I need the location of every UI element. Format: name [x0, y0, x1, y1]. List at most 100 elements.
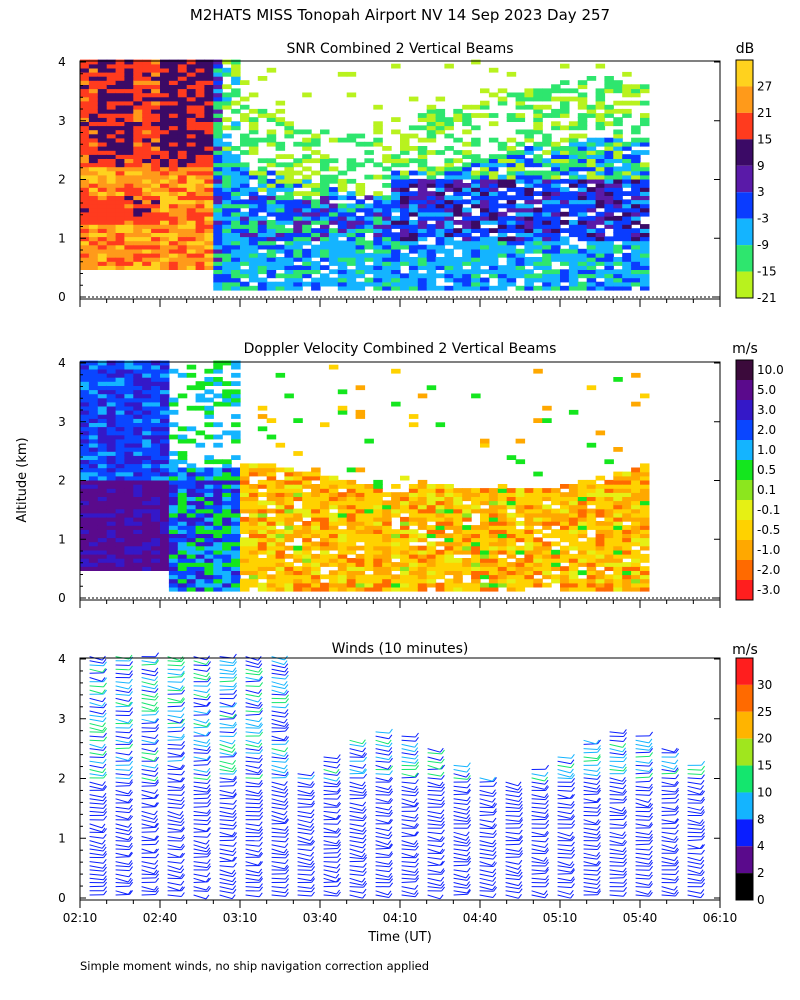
- snr-cell: [293, 236, 303, 242]
- snr-cell: [160, 63, 170, 69]
- doppler-cell: [293, 582, 303, 588]
- wind-barb: [89, 689, 103, 695]
- snr-cell: [266, 203, 277, 209]
- doppler-cell: [631, 558, 641, 563]
- doppler-cell: [151, 414, 161, 419]
- doppler-cell: [204, 414, 214, 419]
- snr-cell: [551, 170, 561, 176]
- snr-cell: [355, 257, 366, 262]
- snr-cell: [106, 67, 117, 73]
- doppler-cell: [186, 488, 197, 493]
- doppler-cell: [133, 463, 143, 469]
- snr-cell: [426, 277, 437, 283]
- doppler-cell: [133, 397, 143, 403]
- snr-cell: [97, 137, 108, 143]
- snr-cell: [106, 96, 117, 102]
- doppler-cell: [524, 508, 534, 514]
- doppler-cell: [222, 500, 232, 506]
- snr-cell: [488, 269, 499, 275]
- snr-cell: [124, 174, 134, 180]
- doppler-cell: [640, 545, 650, 551]
- doppler-cell: [124, 566, 134, 571]
- doppler-cell: [373, 479, 383, 485]
- snr-cell: [124, 59, 134, 65]
- snr-cell: [248, 203, 259, 209]
- doppler-cell: [417, 492, 428, 497]
- snr-cell: [302, 183, 312, 188]
- snr-cell: [160, 265, 170, 270]
- snr-cell: [400, 146, 410, 151]
- doppler-cell: [160, 492, 170, 497]
- snr-cell: [151, 125, 161, 131]
- snr-cell: [195, 125, 206, 131]
- snr-cell: [124, 100, 134, 106]
- snr-cell: [222, 141, 232, 147]
- snr-cell: [257, 257, 268, 262]
- snr-cell: [160, 257, 170, 262]
- doppler-cell: [240, 525, 250, 530]
- snr-cell: [97, 236, 108, 242]
- doppler-cell: [364, 541, 374, 547]
- snr-cell: [222, 59, 232, 65]
- doppler-colorbar-swatch: [736, 440, 753, 460]
- doppler-cell: [604, 562, 614, 567]
- snr-cell: [640, 248, 650, 254]
- doppler-cell: [373, 586, 383, 592]
- snr-cell: [604, 191, 614, 196]
- snr-cell: [80, 158, 90, 164]
- snr-cell: [435, 244, 446, 250]
- snr-cell: [462, 211, 472, 217]
- snr-cell: [311, 248, 321, 254]
- snr-cell: [88, 240, 99, 246]
- snr-cell: [213, 285, 223, 291]
- doppler-cell: [240, 545, 250, 551]
- snr-cell: [444, 220, 454, 225]
- snr-cell: [177, 104, 188, 110]
- doppler-cell: [577, 582, 588, 588]
- doppler-cell: [444, 504, 454, 510]
- doppler-cell: [266, 479, 277, 485]
- snr-cell: [97, 88, 108, 94]
- doppler-cell: [586, 586, 597, 592]
- doppler-cell: [640, 553, 650, 559]
- snr-cell: [133, 133, 143, 139]
- snr-cell: [524, 88, 534, 94]
- snr-cell: [462, 232, 472, 238]
- wind-barb: [89, 710, 103, 715]
- snr-cell: [480, 104, 490, 110]
- snr-cell: [213, 137, 223, 143]
- snr-cell: [568, 203, 579, 209]
- snr-cell: [257, 137, 268, 143]
- wind-barb: [89, 727, 103, 732]
- doppler-cell: [80, 447, 90, 452]
- snr-cell: [417, 154, 428, 159]
- snr-cell: [391, 285, 401, 291]
- doppler-cell: [186, 426, 197, 432]
- doppler-cell: [204, 545, 214, 551]
- snr-cell: [222, 117, 232, 122]
- doppler-cell: [408, 492, 419, 497]
- doppler-cell: [97, 508, 108, 514]
- doppler-cell: [373, 582, 383, 588]
- snr-cell: [133, 117, 143, 122]
- snr-cell: [577, 281, 588, 287]
- snr-cell: [133, 174, 143, 180]
- doppler-cell: [337, 545, 348, 551]
- snr-cell: [275, 174, 286, 180]
- snr-cell: [195, 154, 206, 159]
- snr-cell: [444, 277, 454, 283]
- snr-cell: [231, 244, 241, 250]
- snr-cell: [382, 174, 392, 180]
- snr-cell: [97, 170, 108, 176]
- doppler-cell: [577, 549, 588, 555]
- snr-ytick-label: 0: [58, 290, 66, 304]
- doppler-cell: [88, 541, 99, 547]
- doppler-cell: [213, 459, 223, 465]
- doppler-cell: [97, 488, 108, 493]
- snr-cell: [533, 88, 543, 94]
- snr-cell: [142, 133, 152, 139]
- snr-cell: [151, 162, 161, 168]
- doppler-cell: [231, 381, 241, 386]
- snr-cell: [497, 195, 508, 201]
